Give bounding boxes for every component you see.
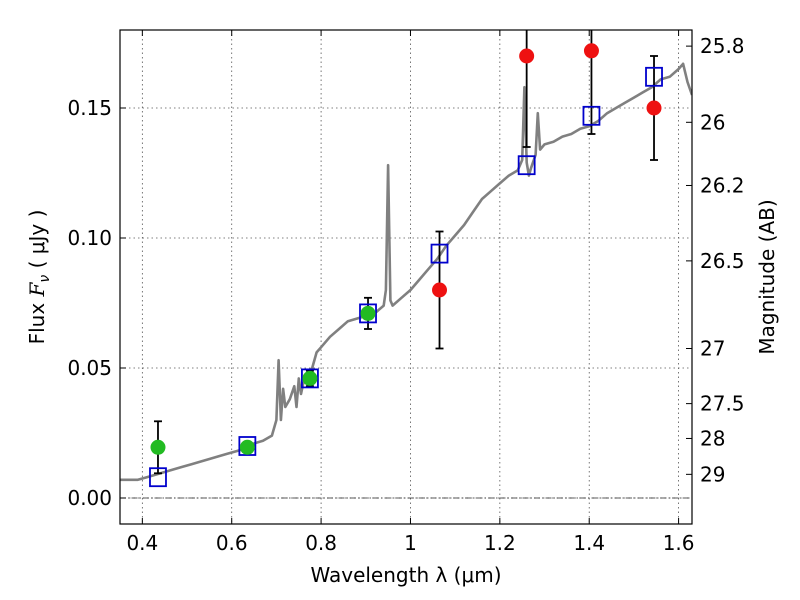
y2-tick-label: 26.2 xyxy=(700,173,745,197)
y2-tick-label: 26 xyxy=(700,110,725,134)
x-tick-label: 0.6 xyxy=(216,531,248,555)
x-tick-label: 1.4 xyxy=(573,531,605,555)
model-photometry-square xyxy=(430,243,449,264)
model-photometry-square xyxy=(149,467,167,488)
y-axis-title-subscript: ν xyxy=(37,275,53,283)
optical-photometry-point xyxy=(302,370,318,386)
y-tick-label: 0.15 xyxy=(67,96,112,120)
y2-tick-label: 29 xyxy=(700,462,725,486)
y-axis-title-unit: ( μJy ) xyxy=(25,210,49,275)
y2-tick-label: 27 xyxy=(700,337,725,361)
optical-photometry-point xyxy=(150,439,166,455)
y2-tick-label: 28 xyxy=(700,426,725,450)
model-photometry-square xyxy=(301,368,319,389)
y2-tick-label: 27.5 xyxy=(700,392,745,416)
x-tick-label: 1.2 xyxy=(484,531,516,555)
y2-axis-title: Magnitude (AB) xyxy=(755,199,779,354)
model-photometry-square xyxy=(359,303,377,324)
x-tick-label: 0.8 xyxy=(305,531,337,555)
y2-tick-label: 25.8 xyxy=(700,34,745,58)
model-photometry-square xyxy=(582,105,601,126)
nir-photometry-point xyxy=(646,100,662,116)
nir-photometry-point xyxy=(583,43,599,59)
y-tick-label: 0.05 xyxy=(67,356,112,380)
x-tick-label: 1.6 xyxy=(663,531,695,555)
x-tick-label: 0.4 xyxy=(126,531,158,555)
optical-photometry-point xyxy=(360,305,376,321)
y-tick-label: 0.00 xyxy=(67,486,112,510)
axis-ticks: 0.4 0.6 0.8 1 1.2 1.4 1.6 0.00 0.05 0.10 0.15 25.8 2… xyxy=(67,30,745,555)
y-tick-label: 0.10 xyxy=(67,226,112,250)
y-axis-title: Flux Fν ( μJy ) xyxy=(25,210,53,345)
plot-frame xyxy=(119,29,693,525)
y2-tick-label: 26.5 xyxy=(700,249,745,273)
x-tick-label: 1 xyxy=(404,531,417,555)
x-axis-title: Wavelength λ (μm) xyxy=(310,563,501,587)
y-axis-title-prefix: Flux xyxy=(25,296,49,344)
plot-data xyxy=(120,30,692,499)
model-photometry-square xyxy=(238,436,257,456)
model-photometry-square xyxy=(645,66,663,87)
model-photometry-square xyxy=(517,155,536,176)
nir-photometry-point xyxy=(519,48,535,64)
nir-photometry-point xyxy=(432,282,448,298)
optical-photometry-point xyxy=(239,439,255,455)
y-axis-title-symbol: F xyxy=(25,281,49,297)
